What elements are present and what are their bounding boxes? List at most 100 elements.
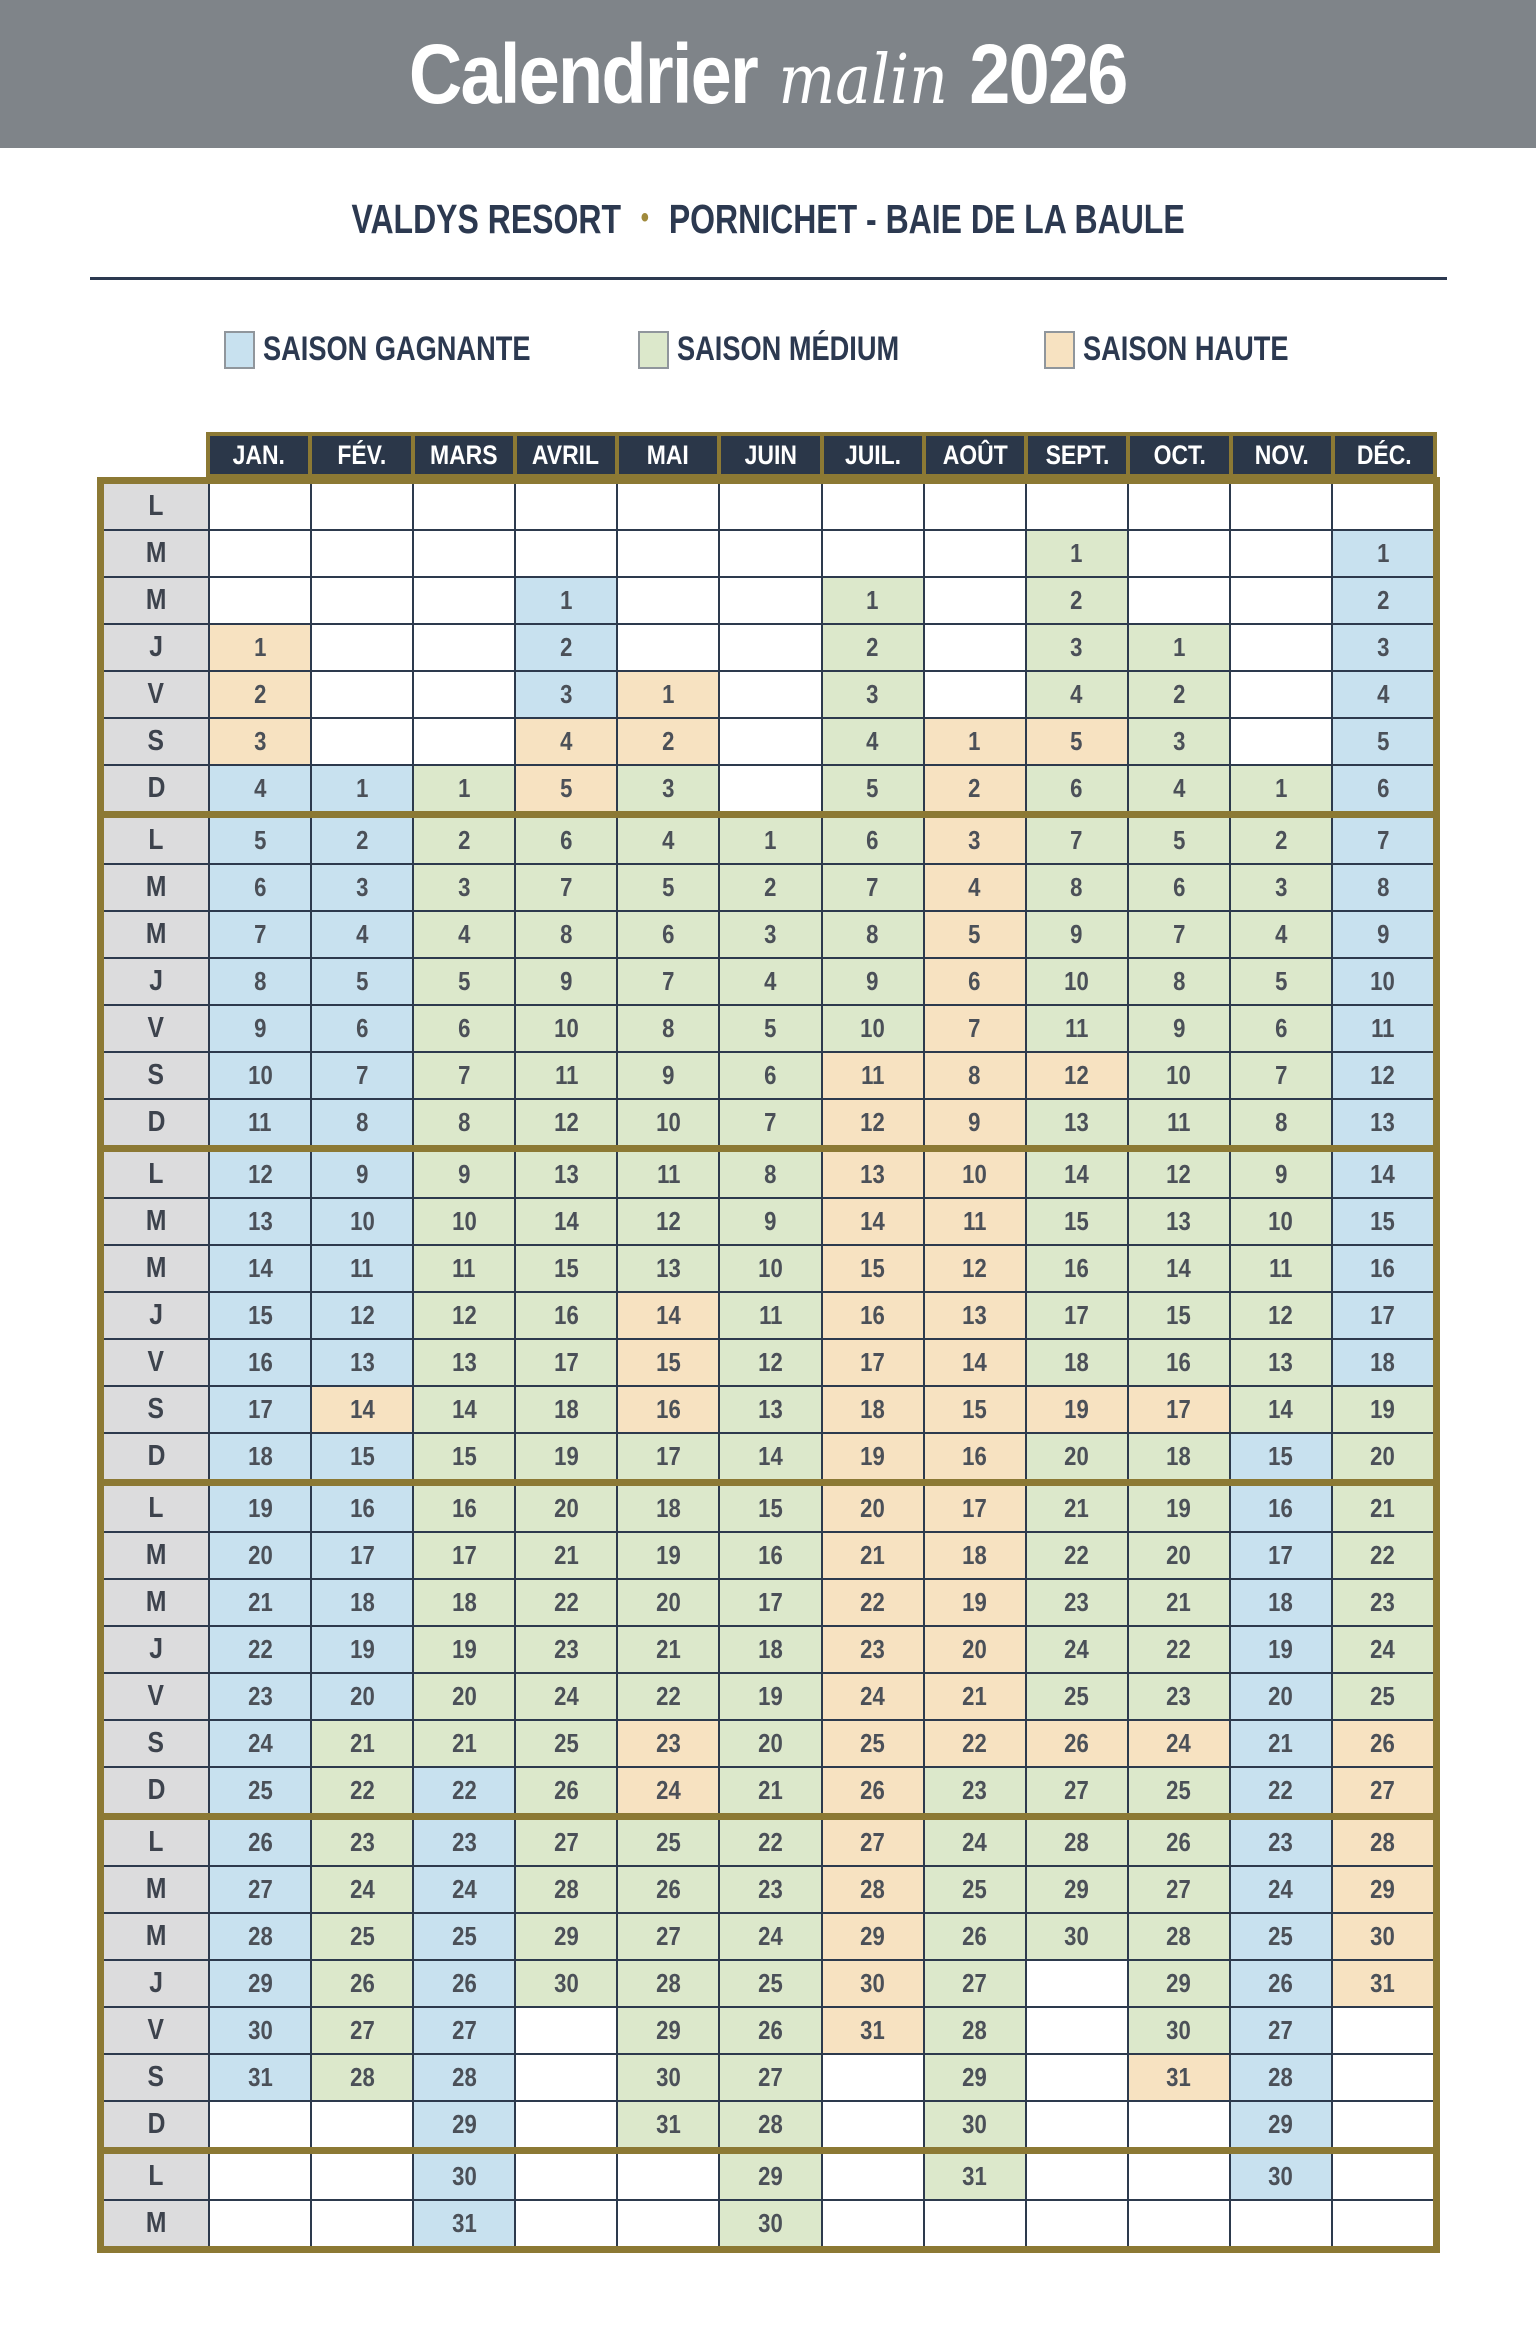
day-cell: 14 (1026, 1152, 1127, 1197)
day-cell: 8 (1128, 959, 1229, 1004)
month-header-cell: JUIL. (823, 436, 922, 474)
day-cell: 4 (516, 719, 617, 764)
day-cell: 28 (720, 2102, 821, 2147)
day-cell: 1 (1230, 766, 1331, 811)
day-cell: 9 (618, 1053, 719, 1098)
empty-cell (414, 531, 515, 576)
day-cell: 15 (516, 1246, 617, 1291)
day-cell: 12 (1026, 1053, 1127, 1098)
day-cell: 6 (1128, 865, 1229, 910)
day-cell: 30 (516, 1961, 617, 2006)
day-cell: 29 (720, 2154, 821, 2199)
empty-cell (516, 2008, 617, 2053)
day-cell: 26 (516, 1768, 617, 1813)
day-cell: 21 (618, 1627, 719, 1672)
week-group: L 19 16 16 20 18 15 20 17 21 19 16 21 M 20 17 17 21 19 16 21… (104, 1486, 1433, 1813)
empty-cell (618, 531, 719, 576)
day-cell: 8 (924, 1053, 1025, 1098)
day-cell: 30 (1026, 1914, 1127, 1959)
day-cell: 21 (312, 1721, 413, 1766)
day-cell: 26 (1128, 1820, 1229, 1865)
day-cell: 15 (822, 1246, 923, 1291)
day-cell: 17 (516, 1340, 617, 1385)
weekday-label: S (104, 2055, 208, 2100)
empty-cell (1026, 2008, 1127, 2053)
day-cell: 3 (924, 818, 1025, 863)
day-cell: 3 (516, 672, 617, 717)
empty-cell (924, 2201, 1025, 2246)
day-cell: 27 (414, 2008, 515, 2053)
day-cell: 22 (312, 1768, 413, 1813)
day-cell: 24 (210, 1721, 311, 1766)
empty-cell (1026, 484, 1127, 529)
day-cell: 20 (618, 1580, 719, 1625)
day-cell: 9 (1230, 1152, 1331, 1197)
day-cell: 12 (414, 1293, 515, 1338)
day-cell: 31 (618, 2102, 719, 2147)
day-cell: 14 (1230, 1387, 1331, 1432)
day-cell: 6 (618, 912, 719, 957)
empty-cell (414, 719, 515, 764)
day-cell: 30 (822, 1961, 923, 2006)
day-cell: 19 (312, 1627, 413, 1672)
empty-cell (1026, 2055, 1127, 2100)
day-cell: 5 (720, 1006, 821, 1051)
day-cell: 29 (414, 2102, 515, 2147)
empty-cell (312, 2102, 413, 2147)
day-cell: 22 (210, 1627, 311, 1672)
empty-cell (414, 625, 515, 670)
day-cell: 2 (1332, 578, 1433, 623)
day-cell: 6 (822, 818, 923, 863)
day-cell: 8 (414, 1100, 515, 1145)
empty-cell (516, 2102, 617, 2147)
day-cell: 12 (924, 1246, 1025, 1291)
day-cell: 24 (1026, 1627, 1127, 1672)
empty-cell (1332, 484, 1433, 529)
day-cell: 4 (1230, 912, 1331, 957)
day-cell: 23 (618, 1721, 719, 1766)
empty-cell (822, 2102, 923, 2147)
day-cell: 28 (1128, 1914, 1229, 1959)
day-cell: 11 (924, 1199, 1025, 1244)
weekday-label: M (104, 865, 208, 910)
day-cell: 13 (822, 1152, 923, 1197)
weekday-label: S (104, 1721, 208, 1766)
day-cell: 17 (414, 1533, 515, 1578)
day-cell: 28 (924, 2008, 1025, 2053)
day-cell: 16 (210, 1340, 311, 1385)
day-cell: 7 (210, 912, 311, 957)
day-cell: 12 (210, 1152, 311, 1197)
day-cell: 8 (516, 912, 617, 957)
title-year: 2026 (969, 26, 1128, 121)
day-cell: 26 (1332, 1721, 1433, 1766)
day-cell: 31 (924, 2154, 1025, 2199)
day-cell: 18 (312, 1580, 413, 1625)
day-cell: 8 (1332, 865, 1433, 910)
day-cell: 31 (1332, 1961, 1433, 2006)
day-cell: 6 (1230, 1006, 1331, 1051)
day-cell: 27 (1230, 2008, 1331, 2053)
weekday-label: M (104, 1580, 208, 1625)
day-cell: 1 (312, 766, 413, 811)
day-cell: 17 (618, 1434, 719, 1479)
day-cell: 23 (414, 1820, 515, 1865)
day-cell: 15 (1332, 1199, 1433, 1244)
empty-cell (210, 2201, 311, 2246)
day-cell: 16 (1332, 1246, 1433, 1291)
day-cell: 16 (1128, 1340, 1229, 1385)
empty-cell (924, 672, 1025, 717)
day-cell: 2 (618, 719, 719, 764)
day-cell: 17 (210, 1387, 311, 1432)
weekday-label: D (104, 1768, 208, 1813)
day-cell: 13 (924, 1293, 1025, 1338)
day-cell: 27 (822, 1820, 923, 1865)
season-legend: SAISON GAGNANTE SAISON MÉDIUM SAISON HAU… (0, 330, 1536, 374)
day-cell: 11 (312, 1246, 413, 1291)
day-cell: 22 (1128, 1627, 1229, 1672)
day-cell: 17 (924, 1486, 1025, 1531)
day-cell: 10 (822, 1006, 923, 1051)
day-cell: 12 (516, 1100, 617, 1145)
